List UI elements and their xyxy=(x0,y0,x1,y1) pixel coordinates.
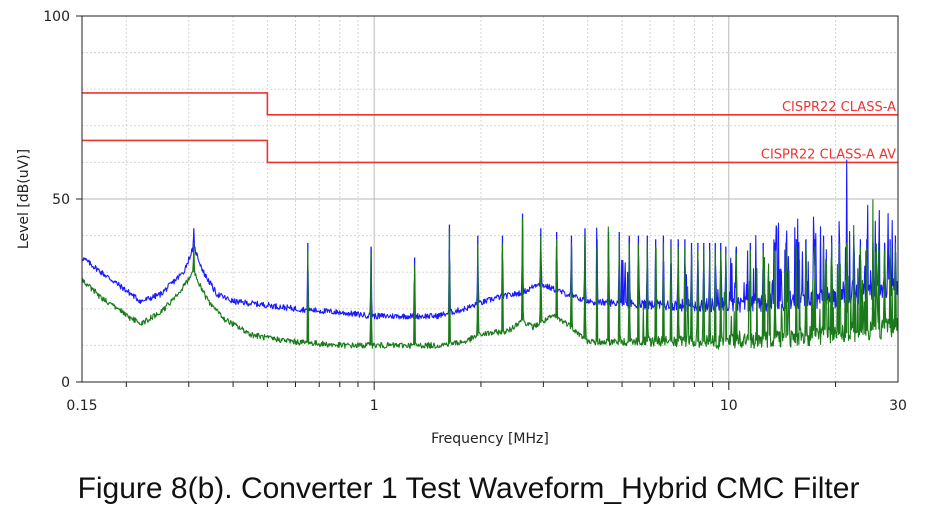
y-tick-label: 100 xyxy=(43,9,70,25)
limit-line-2 xyxy=(82,139,898,164)
x-tick-label: 1 xyxy=(370,398,379,414)
x-tick-label: 0.15 xyxy=(66,398,97,414)
limit-label-1: CISPR22 CLASS-A xyxy=(782,100,896,115)
y-tick-label: 50 xyxy=(52,192,70,208)
x-tick-label: 30 xyxy=(889,398,907,414)
limit-label-2: CISPR22 CLASS-A AV xyxy=(761,147,896,162)
limit-lines: CISPR22 CLASS-A CISPR22 CLASS-A AV xyxy=(82,92,898,164)
trace-2 xyxy=(81,199,899,350)
measurement-traces xyxy=(81,159,899,350)
trace-1 xyxy=(81,159,899,320)
y-tick-label: 0 xyxy=(61,375,70,391)
y-axis-title: Level [dB(uV)] xyxy=(16,149,32,249)
limit-line-1 xyxy=(82,92,898,116)
figure-caption: Figure 8(b). Converter 1 Test Waveform_H… xyxy=(77,472,860,505)
emission-chart: CISPR22 CLASS-A CISPR22 CLASS-A AV 0.15 1 1… xyxy=(16,9,907,447)
x-axis-title: Frequency [MHz] xyxy=(431,431,549,447)
x-tick-label: 10 xyxy=(720,398,738,414)
axis-ticks: 0.15 1 10 30 0 50 100 xyxy=(43,9,907,414)
